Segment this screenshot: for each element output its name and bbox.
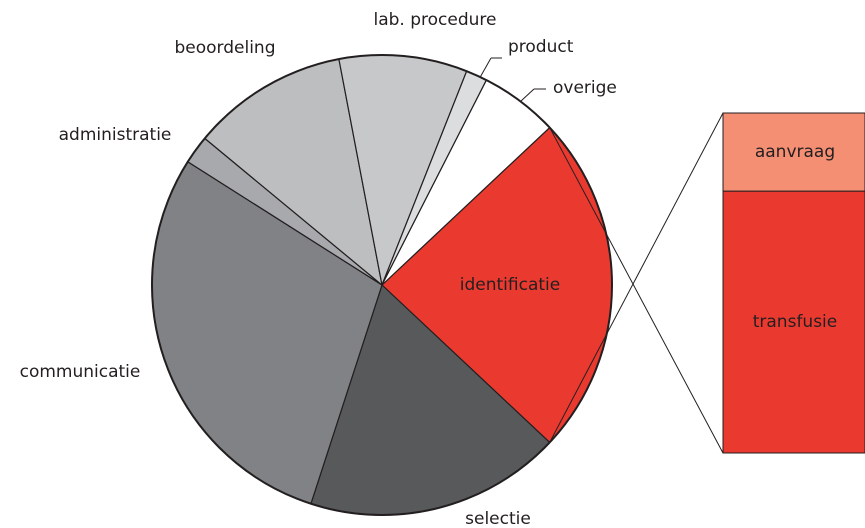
breakdown-label: aanvraag (755, 142, 835, 162)
breakdown-segment (722, 190, 865, 454)
slice-label: communicatie (20, 362, 141, 382)
slice-label: lab. procedure (374, 10, 497, 30)
breakdown-segment (722, 112, 865, 192)
slice-label: overige (553, 78, 617, 98)
slice-label: selectie (465, 509, 531, 528)
connector (549, 127, 724, 454)
connector (549, 112, 724, 443)
pie-outline (151, 54, 613, 516)
slice-label: identificatie (460, 275, 560, 295)
slice-label: product (508, 37, 574, 57)
slice-label: beoordeling (174, 38, 275, 58)
breakdown-label: transfusie (753, 312, 838, 332)
leader-line (520, 88, 535, 102)
slice-label: administratie (59, 125, 172, 145)
